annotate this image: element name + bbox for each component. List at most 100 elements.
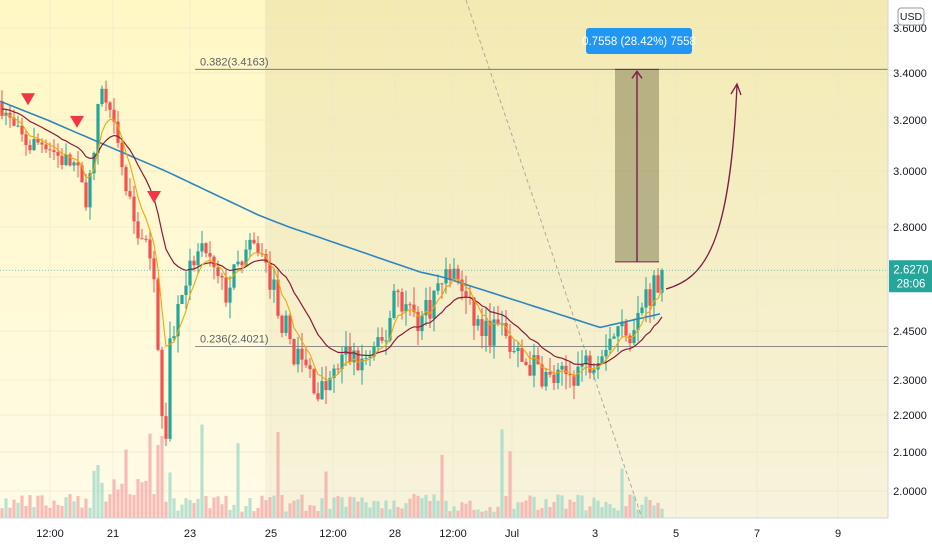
candle-body bbox=[340, 354, 344, 370]
measure-tool[interactable]: 0.7558 (28.42%) 7558 bbox=[582, 28, 696, 263]
x-tick-label: Jul bbox=[505, 528, 519, 540]
volume-bar bbox=[28, 495, 32, 518]
candle-body bbox=[160, 349, 164, 417]
volume-bar bbox=[256, 507, 260, 518]
candle-body bbox=[564, 365, 568, 375]
volume-bar bbox=[520, 502, 524, 518]
candlesticks bbox=[0, 80, 664, 447]
candle-body bbox=[568, 374, 572, 376]
volume-bar bbox=[584, 510, 588, 518]
volume-bar bbox=[396, 507, 400, 518]
volume-bar bbox=[76, 496, 80, 518]
candle-body bbox=[0, 101, 4, 116]
candle-body bbox=[652, 275, 656, 306]
ma-mid-line[interactable] bbox=[1, 108, 663, 366]
time-axis[interactable] bbox=[0, 518, 888, 550]
candle-body bbox=[76, 162, 80, 166]
candle-body bbox=[476, 319, 480, 326]
candle-body bbox=[48, 149, 52, 151]
volume-bar bbox=[628, 494, 632, 518]
candle-body bbox=[20, 125, 24, 135]
candle-body bbox=[372, 346, 376, 357]
volume-bar bbox=[368, 507, 372, 518]
x-tick-label: 3 bbox=[592, 528, 598, 540]
volume-bar bbox=[268, 497, 272, 518]
volume-bar bbox=[56, 504, 60, 518]
volume-bar bbox=[364, 502, 368, 518]
candle-body bbox=[108, 102, 112, 110]
candle-body bbox=[548, 371, 552, 375]
volume-bar bbox=[576, 494, 580, 518]
candle-body bbox=[360, 358, 364, 371]
fib-label: 0.236(2.4021) bbox=[200, 334, 269, 346]
candle-body bbox=[232, 264, 236, 288]
candle-body bbox=[560, 365, 564, 370]
volume-bar bbox=[392, 500, 396, 518]
volume-bar bbox=[292, 500, 296, 518]
sell-signal-marker bbox=[21, 93, 35, 106]
volume-bar bbox=[168, 472, 172, 518]
candle-body bbox=[436, 283, 440, 291]
volume-bar bbox=[420, 498, 424, 518]
candle-body bbox=[220, 275, 224, 278]
projection-curve[interactable] bbox=[665, 84, 738, 290]
volume-bar bbox=[648, 500, 652, 518]
volume-bar bbox=[484, 510, 488, 518]
candle-body bbox=[396, 290, 400, 293]
candle-body bbox=[416, 311, 420, 332]
candle-body bbox=[604, 350, 608, 357]
candle-body bbox=[104, 88, 108, 103]
volume-bar bbox=[92, 470, 96, 518]
candle-body bbox=[404, 304, 408, 312]
ma-slow-line[interactable] bbox=[0, 100, 661, 329]
candle-body bbox=[208, 253, 212, 257]
volume-bar bbox=[332, 497, 336, 518]
y-tick-label: 2.0000 bbox=[893, 486, 927, 498]
candle-body bbox=[248, 239, 252, 250]
volume-bar bbox=[468, 500, 472, 518]
volume-bar bbox=[236, 443, 240, 518]
ma-fast-line[interactable] bbox=[1, 114, 663, 381]
volume-bar bbox=[300, 494, 304, 518]
candle-body bbox=[292, 339, 296, 365]
candle-body bbox=[152, 258, 156, 280]
volume-bar bbox=[136, 479, 140, 518]
volume-bar bbox=[156, 445, 160, 518]
volume-bar bbox=[200, 424, 204, 518]
volume-bar bbox=[508, 451, 512, 518]
volume-bar bbox=[604, 501, 608, 518]
candle-body bbox=[216, 267, 220, 276]
volume-bar bbox=[160, 435, 164, 518]
volume-bar bbox=[124, 449, 128, 518]
volume-bar bbox=[220, 504, 224, 518]
volume-bar bbox=[400, 508, 404, 518]
volume-bar bbox=[384, 500, 388, 518]
measure-arrow-head bbox=[631, 70, 643, 79]
volume-bar bbox=[416, 495, 420, 518]
volume-bar bbox=[516, 502, 520, 518]
volume-bar bbox=[128, 494, 132, 518]
candle-body bbox=[520, 347, 524, 362]
candle-body bbox=[348, 346, 352, 363]
candle-body bbox=[136, 221, 140, 239]
candle-body bbox=[72, 162, 76, 166]
volume-bar bbox=[280, 495, 284, 518]
candle-body bbox=[472, 297, 476, 326]
volume-bars bbox=[0, 424, 664, 518]
volume-bar bbox=[656, 502, 660, 518]
dashed-trend-line[interactable] bbox=[465, 0, 643, 519]
currency-badge[interactable] bbox=[897, 7, 925, 26]
volume-bar bbox=[600, 507, 604, 518]
candle-body bbox=[388, 317, 392, 341]
current-price-badge[interactable]: 2.6270 28:06 bbox=[889, 260, 932, 293]
candle-body bbox=[528, 364, 532, 376]
candle-body bbox=[512, 351, 516, 353]
volume-bar bbox=[624, 506, 628, 518]
volume-bar bbox=[152, 494, 156, 518]
volume-bar bbox=[588, 506, 592, 518]
x-tick-label: 21 bbox=[107, 528, 119, 540]
volume-bar bbox=[596, 500, 600, 518]
candle-body bbox=[28, 145, 32, 151]
volume-bar bbox=[120, 483, 124, 518]
